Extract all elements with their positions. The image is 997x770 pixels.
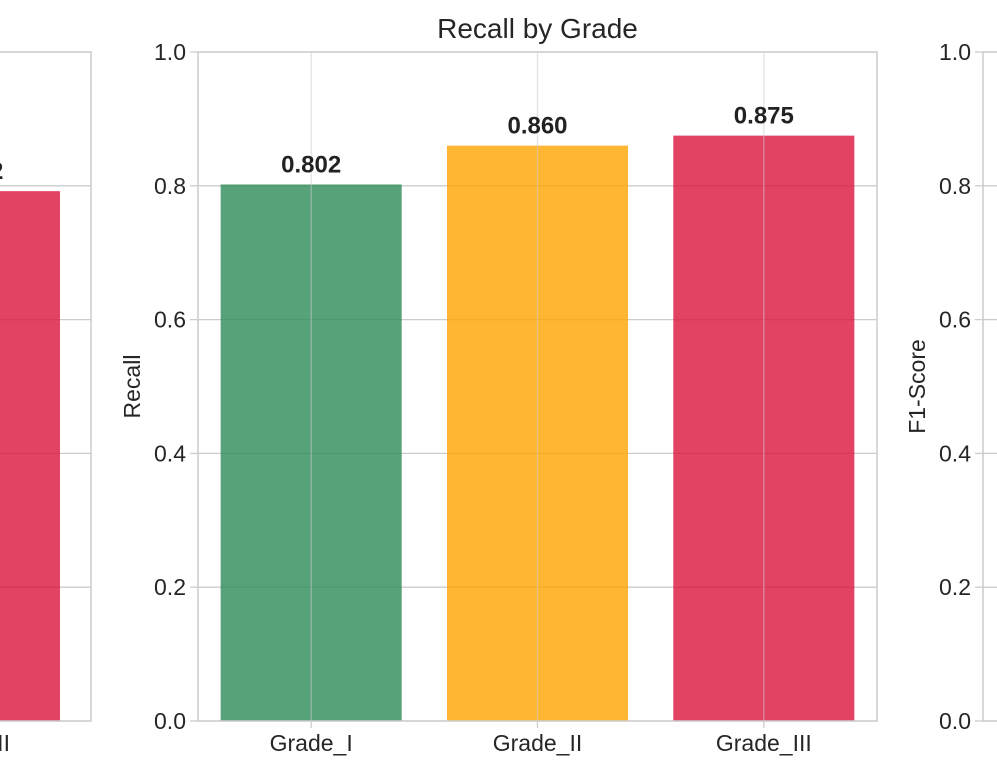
center-bar-value-label: 0.875 xyxy=(734,103,794,130)
center-y-axis-label: Recall xyxy=(119,355,145,419)
center-y-tick-label: 0.6 xyxy=(154,307,186,333)
chart-title: Recall by Grade xyxy=(437,13,638,44)
right-chart-panel: 0.0 0.2 0.4 0.6 0.8 1.0 F1-Score xyxy=(904,39,997,734)
left-bar-value-label: 2 xyxy=(0,158,3,185)
center-x-tick-label: Grade_I xyxy=(270,730,353,756)
left-axes-frame xyxy=(0,51,92,722)
center-chart-panel: 0.00.20.40.60.81.0 Grade_I Grade_II Grade_… xyxy=(119,13,878,756)
center-bar-value-label: 0.802 xyxy=(281,151,341,178)
right-y-tick-label: 0.8 xyxy=(939,173,971,199)
center-y-tick-labels: 0.0 0.2 0.4 0.6 0.8 1.0 xyxy=(154,39,186,734)
right-y-tick-label: 0.0 xyxy=(939,708,971,734)
center-y-tick-label: 0.2 xyxy=(154,574,186,600)
right-axes-frame xyxy=(982,51,997,722)
left-chart-panel: 2 _III xyxy=(0,51,92,756)
center-x-tick-labels: Grade_I Grade_II Grade_III xyxy=(270,730,812,756)
right-gridlines xyxy=(975,51,997,722)
center-x-tick-label: Grade_III xyxy=(716,730,812,756)
right-y-tick-labels: 0.0 0.2 0.4 0.6 0.8 1.0 xyxy=(939,39,971,734)
right-y-tick-label: 0.2 xyxy=(939,574,971,600)
center-y-tick-label: 0.8 xyxy=(154,173,186,199)
center-y-tick-label: 0.4 xyxy=(154,440,186,466)
right-y-tick-label: 0.6 xyxy=(939,307,971,333)
right-y-tick-label: 0.4 xyxy=(939,440,971,466)
right-y-tick-label: 1.0 xyxy=(939,39,971,65)
center-vertical-gridlines xyxy=(310,52,765,728)
center-y-tick-label: 0.0 xyxy=(154,708,186,734)
center-x-tick-label: Grade_II xyxy=(493,730,583,756)
left-bars xyxy=(0,191,60,722)
center-y-tick-label: 1.0 xyxy=(154,39,186,65)
left-x-tick-label: _III xyxy=(0,730,10,756)
right-y-axis-label: F1-Score xyxy=(904,339,930,434)
center-bar-value-label: 0.860 xyxy=(507,113,567,140)
left-bar xyxy=(0,191,60,722)
center-axes-frame xyxy=(197,51,878,722)
center-bar-value-labels: 0.802 0.860 0.875 xyxy=(281,103,794,179)
